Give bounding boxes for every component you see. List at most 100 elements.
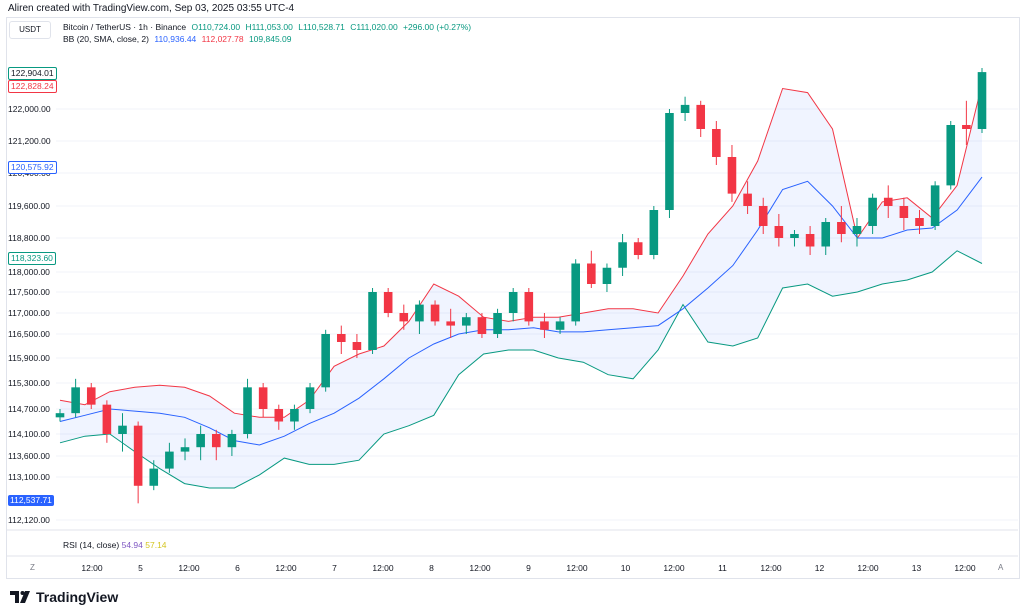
tradingview-brand[interactable]: TradingView [10, 589, 118, 605]
tv-logo-icon [10, 591, 30, 603]
candle [336, 325, 346, 354]
candle [102, 400, 112, 443]
candle-body [805, 234, 815, 247]
price-axis-label: 118,800.00 [8, 233, 50, 243]
candle-body [587, 263, 596, 284]
time-axis-label: 5 [138, 563, 143, 573]
price-axis-label: 122,000.00 [8, 104, 51, 114]
candle [118, 413, 127, 452]
candle-body [274, 409, 284, 422]
time-axis-label: 12:00 [372, 563, 394, 573]
price-badge-last: 122,904.01 [8, 67, 57, 80]
candle-body [446, 321, 455, 326]
candle-body [774, 226, 784, 238]
candle-body [180, 447, 190, 452]
price-axis-label: 114,100.00 [8, 429, 50, 439]
candle [55, 409, 65, 422]
candle-body [290, 409, 299, 422]
price-badge-crosshair: 112,537.71 [8, 495, 54, 506]
candle [790, 230, 799, 247]
candle-body [915, 218, 924, 226]
time-axis-label: 8 [429, 563, 434, 573]
candle-body [665, 113, 674, 210]
bb-upper-value: 112,027.78 [201, 34, 244, 44]
candle [743, 181, 752, 214]
rsi-label[interactable]: RSI (14, close) [63, 540, 120, 550]
candle [430, 300, 440, 326]
candle-body [165, 451, 174, 469]
candle-body [618, 242, 627, 268]
candle [571, 259, 580, 326]
candle-body [962, 125, 971, 129]
auto-scale-button[interactable]: A [998, 563, 1004, 572]
candle [290, 404, 299, 430]
candle-body [415, 304, 424, 322]
time-axis-label: 12:00 [663, 563, 685, 573]
bb-basis-line [59, 176, 983, 446]
candle [540, 313, 549, 338]
candle [805, 226, 815, 255]
candle-body [821, 222, 831, 247]
candle [165, 442, 174, 473]
bb-label[interactable]: BB (20, SMA, close, 2) [63, 34, 149, 44]
candle [649, 206, 659, 260]
time-axis-label: 13 [911, 563, 922, 573]
candle [774, 214, 784, 247]
candle [477, 313, 487, 338]
candle-body [133, 425, 143, 486]
zoom-button[interactable]: Z [30, 563, 35, 572]
candle [415, 300, 424, 334]
candle-body [712, 129, 721, 157]
price-axis-label: 114,700.00 [8, 404, 50, 414]
candle-body [55, 413, 65, 418]
price-badge-bb-basis: 120,575.92 [8, 161, 57, 174]
price-axis-label: 117,000.00 [8, 308, 50, 318]
candle [180, 438, 190, 461]
candle [446, 308, 455, 338]
price-axis-label: 118,000.00 [8, 267, 50, 277]
candle [462, 313, 471, 334]
candle [696, 100, 706, 137]
candle-body [540, 321, 549, 330]
time-axis-label: 12:00 [81, 563, 103, 573]
candle [727, 145, 737, 202]
candle [665, 109, 674, 218]
bb-lower-value: 109,845.09 [248, 34, 292, 44]
candle [962, 100, 971, 145]
legend-change: +296.00 (+0.27%) [403, 22, 472, 32]
candle-body [258, 387, 268, 409]
candle-body [852, 226, 862, 234]
symbol-legend: Bitcoin / TetherUS · 1h · Binance O110,7… [63, 22, 474, 32]
bb-lower-line [59, 250, 983, 489]
time-axis-label: 12:00 [178, 563, 200, 573]
candle [946, 121, 956, 190]
candle-body [743, 193, 752, 206]
legend-high: H111,053.00 [245, 22, 293, 32]
candle-body [493, 313, 502, 334]
candle-body [462, 317, 471, 326]
candles [55, 68, 987, 504]
candle-body [524, 292, 534, 322]
candle [493, 308, 502, 338]
symbol-name[interactable]: Bitcoin / TetherUS · 1h · Binance [63, 22, 187, 32]
bb-band-fill [60, 84, 982, 489]
candle-body [508, 292, 518, 313]
candle-body [196, 434, 205, 448]
candle [821, 218, 831, 255]
candle [883, 185, 893, 218]
candle [149, 460, 159, 491]
currency-button[interactable]: USDT [9, 21, 51, 39]
time-axis-label: 12:00 [566, 563, 588, 573]
candle [258, 383, 268, 418]
candle-body [930, 185, 940, 226]
rsi-value: 54.94 [121, 540, 143, 550]
time-axis-label: 10 [620, 563, 631, 573]
candle-body [899, 206, 909, 218]
candle-body [118, 425, 127, 434]
price-axis-label: 113,600.00 [8, 451, 50, 461]
candle [227, 429, 237, 456]
candle [508, 288, 518, 322]
candle [899, 197, 909, 230]
candle-body [837, 222, 846, 234]
